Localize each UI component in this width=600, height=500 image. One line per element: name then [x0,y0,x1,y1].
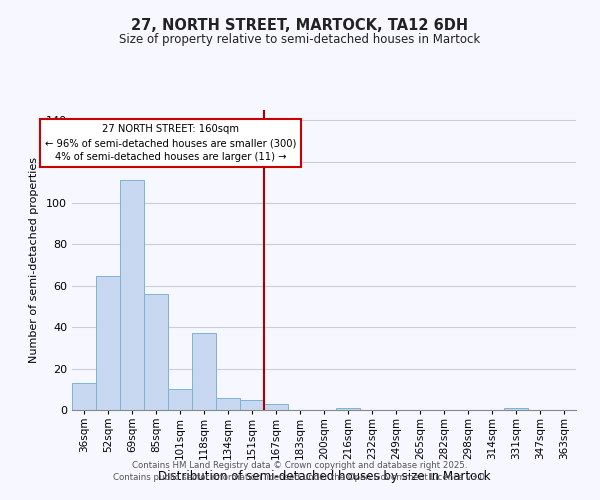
X-axis label: Distribution of semi-detached houses by size in Martock: Distribution of semi-detached houses by … [158,470,490,483]
Y-axis label: Number of semi-detached properties: Number of semi-detached properties [29,157,39,363]
Bar [240,400,264,410]
Bar [72,383,96,410]
Text: 27, NORTH STREET, MARTOCK, TA12 6DH: 27, NORTH STREET, MARTOCK, TA12 6DH [131,18,469,32]
Text: Contains HM Land Registry data © Crown copyright and database right 2025.
Contai: Contains HM Land Registry data © Crown c… [113,461,487,482]
Bar [120,180,144,410]
Text: 27 NORTH STREET: 160sqm
← 96% of semi-detached houses are smaller (300)
4% of se: 27 NORTH STREET: 160sqm ← 96% of semi-de… [45,124,296,162]
Bar [216,398,240,410]
Bar [336,408,360,410]
Text: Size of property relative to semi-detached houses in Martock: Size of property relative to semi-detach… [119,32,481,46]
Bar [96,276,120,410]
Bar [504,408,528,410]
Bar [144,294,168,410]
Bar [192,334,216,410]
Bar [168,390,192,410]
Bar [264,404,288,410]
